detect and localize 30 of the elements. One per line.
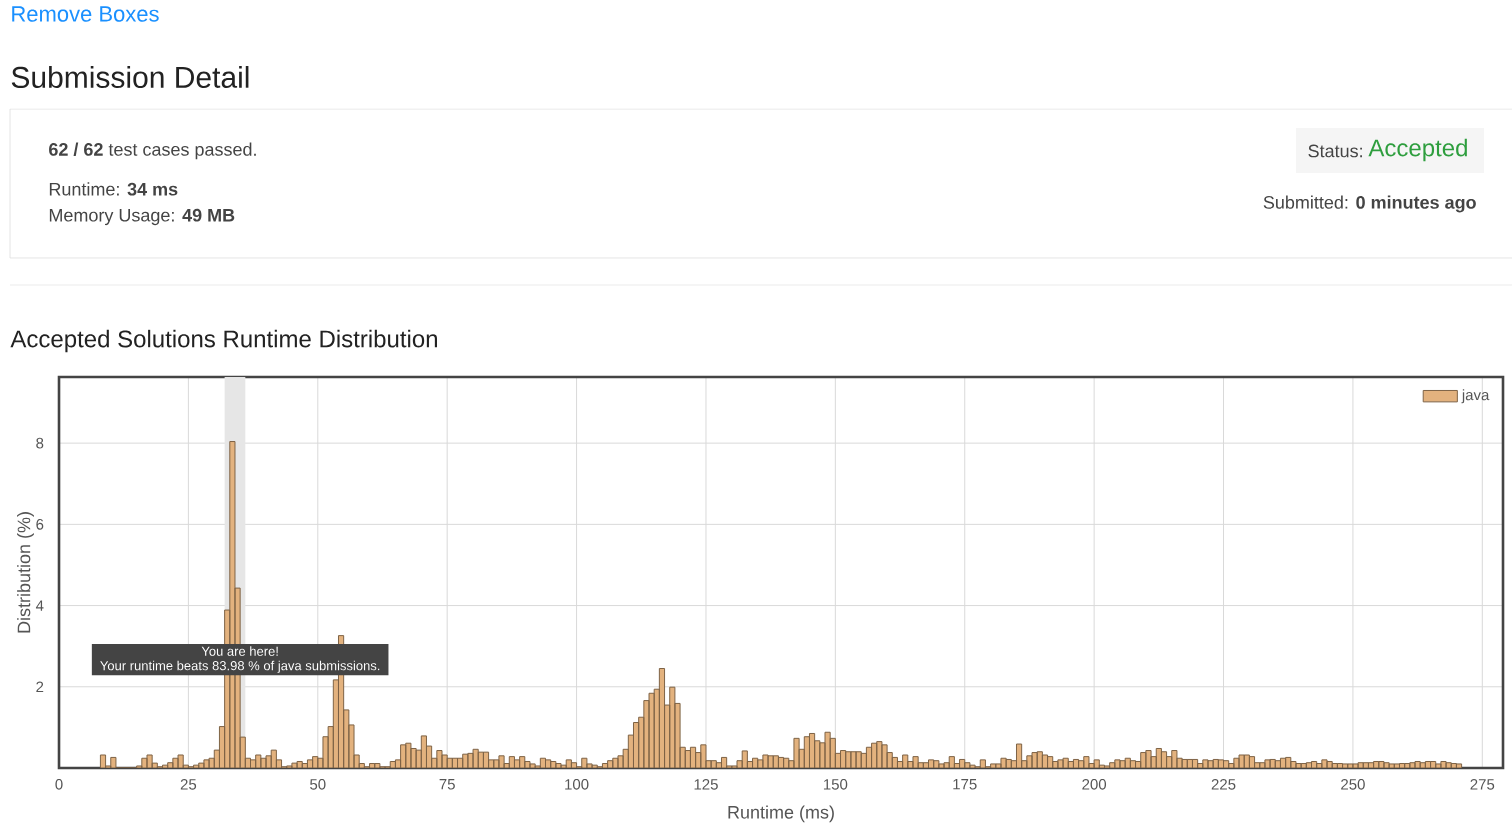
text: 62 / 62 test cases passed. (49, 142, 256, 160)
text: Accepted (1368, 138, 1467, 162)
x-tick-label: 50 (310, 779, 326, 790)
y-tick-label: 6 (36, 519, 44, 530)
x-tick-label: 225 (1211, 779, 1236, 790)
text: Memory Usage: 49 MB (49, 208, 235, 226)
x-tick-label: 75 (439, 779, 455, 790)
x-tick-label: 25 (180, 779, 197, 790)
legend-label: java (1461, 389, 1490, 404)
x-tick-label: 150 (823, 779, 848, 790)
chart-title: Accepted Solutions Runtime Distribution (10, 329, 437, 353)
x-tick-label: 100 (565, 779, 589, 790)
text: Remove Boxes (12, 6, 159, 22)
text: Submission Detail (11, 65, 249, 88)
x-tick-label: 125 (694, 779, 718, 790)
y-axis-title: Distribution (%) (17, 512, 34, 633)
text: Submitted: 0 minutes ago (1263, 195, 1476, 213)
x-axis-title: Runtime (ms) (728, 805, 834, 823)
y-tick-label: 4 (35, 600, 44, 611)
y-tick-label: 8 (36, 437, 44, 449)
y-tick-label: 2 (36, 681, 44, 693)
annotation: Your runtime beats 83.98 % of java submissions. (100, 660, 380, 673)
annotation: You are here! (201, 646, 278, 656)
x-tick-label: 200 (1082, 779, 1107, 790)
x-tick-label: 0 (55, 779, 63, 790)
text: Runtime: 34 ms (49, 182, 178, 196)
text: Status: (1308, 144, 1362, 158)
x-tick-label: 275 (1470, 779, 1495, 790)
x-tick-label: 175 (953, 779, 977, 790)
x-tick-label: 250 (1341, 779, 1365, 790)
